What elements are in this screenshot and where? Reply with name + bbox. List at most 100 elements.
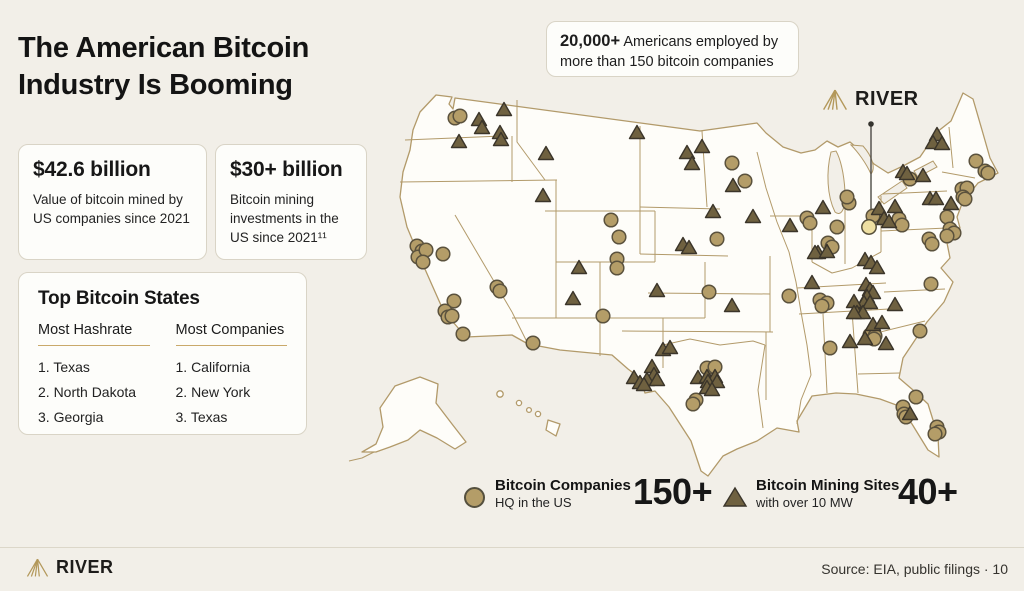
mining-site-marker <box>537 145 555 161</box>
mining-site-marker <box>886 198 904 214</box>
companies-legend-label: Bitcoin Companies <box>495 477 631 494</box>
company-hq-marker <box>839 189 855 205</box>
mining-site-marker <box>680 239 698 255</box>
company-hq-marker <box>829 219 845 235</box>
mining-site-marker <box>877 335 895 351</box>
mining-legend-label: Bitcoin Mining Sites <box>756 477 900 494</box>
list-item: 1. California <box>175 359 251 375</box>
mining-site-marker <box>492 131 510 147</box>
company-hq-marker <box>455 326 471 342</box>
top-states-title: Top Bitcoin States <box>38 288 200 309</box>
river-logo-top: RIVER <box>822 88 919 111</box>
company-hq-marker <box>822 340 838 356</box>
mining-site-marker <box>914 167 932 183</box>
mining-site-marker <box>724 177 742 193</box>
mining-site-marker <box>870 200 888 216</box>
mining-site-marker <box>450 133 468 149</box>
mining-site-marker <box>648 371 666 387</box>
company-hq-marker <box>415 254 431 270</box>
company-hq-marker <box>444 308 460 324</box>
list-item: 1. Texas <box>38 359 90 375</box>
column-header: Most Hashrate <box>38 322 150 346</box>
mining-site-marker <box>933 135 951 151</box>
mining-site-marker <box>873 314 891 330</box>
mining-site-marker <box>661 339 679 355</box>
mining-site-marker <box>803 274 821 290</box>
mining-site-marker <box>723 297 741 313</box>
column-list: 1. Texas 2. North Dakota 3. Georgia <box>38 355 150 430</box>
mining-site-marker <box>473 119 491 135</box>
mining-site-marker <box>901 405 919 421</box>
mining-legend-sublabel: with over 10 MW <box>756 495 853 510</box>
company-hq-marker <box>908 389 924 405</box>
mining-site-marker <box>880 213 898 229</box>
list-item: 3. Georgia <box>38 409 104 425</box>
mining-site-marker <box>635 376 653 392</box>
mining-site-marker <box>886 296 904 312</box>
most-hashrate-column: Most Hashrate 1. Texas 2. North Dakota 3… <box>38 322 150 430</box>
stat-description: Bitcoin mining investments in the US sin… <box>230 192 339 245</box>
mining-site-marker <box>744 208 762 224</box>
company-hq-marker <box>957 191 973 207</box>
company-hq-marker <box>968 153 984 169</box>
footer-divider <box>0 547 1024 548</box>
company-hq-marker <box>452 108 468 124</box>
mining-site-marker <box>942 195 960 211</box>
mining-site-marker <box>703 381 721 397</box>
company-hq-marker <box>924 236 940 252</box>
companies-count: 150+ <box>633 471 713 512</box>
river-mountain-icon <box>823 89 847 111</box>
mining-count: 40+ <box>898 471 958 512</box>
company-hq-marker <box>685 396 701 412</box>
company-hq-marker <box>737 173 753 189</box>
company-hq-marker <box>939 228 955 244</box>
pointer-dot <box>868 121 874 127</box>
company-hq-marker <box>894 217 910 233</box>
mining-site-marker <box>845 304 863 320</box>
river-mountain-icon <box>26 558 49 577</box>
mining-site-marker <box>927 190 945 206</box>
mining-site-marker <box>648 282 666 298</box>
mining-site-marker <box>814 199 832 215</box>
company-hq-marker <box>446 293 462 309</box>
company-hq-marker <box>525 335 541 351</box>
list-item: 2. North Dakota <box>38 384 137 400</box>
hawaii-islands <box>496 390 561 437</box>
mining-site-legend-icon <box>722 486 748 507</box>
company-hq-marker <box>912 323 928 339</box>
mining-site-marker <box>898 165 916 181</box>
page-title-line1: The American Bitcoin <box>18 32 310 64</box>
mining-site-marker <box>841 333 859 349</box>
company-hq-legend-icon <box>464 487 485 508</box>
stat-cards-row: $42.6 billion Value of bitcoin mined by … <box>18 144 367 260</box>
aleutian-islands <box>348 451 375 462</box>
column-list: 1. California 2. New York 3. Texas <box>176 355 288 430</box>
company-hq-marker <box>492 283 508 299</box>
page-title-line2: Industry Is Booming <box>18 68 293 101</box>
river-wordmark: RIVER <box>855 88 919 110</box>
alaska-outline <box>361 376 467 453</box>
mining-site-marker <box>534 187 552 203</box>
company-hq-marker <box>927 426 943 442</box>
river-logo-footer: RIVER <box>26 557 114 578</box>
company-hq-marker <box>802 215 818 231</box>
stat-value: $30+ billion <box>230 158 343 181</box>
source-attribution: Source: EIA, public filings · 10 <box>821 561 1008 577</box>
mining-site-marker <box>781 217 799 233</box>
mining-site-marker <box>628 124 646 140</box>
mining-site-marker <box>861 294 879 310</box>
us-map <box>348 92 999 477</box>
company-hq-marker <box>603 212 619 228</box>
stat-value: $42.6 billion <box>33 158 151 181</box>
mining-site-marker <box>683 155 701 171</box>
company-hq-marker <box>980 165 996 181</box>
company-hq-marker <box>595 308 611 324</box>
top-bitcoin-states-card: Top Bitcoin States Most Hashrate 1. Texa… <box>18 272 307 435</box>
company-hq-marker <box>435 246 451 262</box>
stat-card-mined-value: $42.6 billion Value of bitcoin mined by … <box>18 144 207 260</box>
company-hq-marker <box>709 231 725 247</box>
river-hq-pointer <box>868 121 874 213</box>
stat-card-investments: $30+ billion Bitcoin mining investments … <box>215 144 367 260</box>
mining-site-marker <box>818 243 836 259</box>
